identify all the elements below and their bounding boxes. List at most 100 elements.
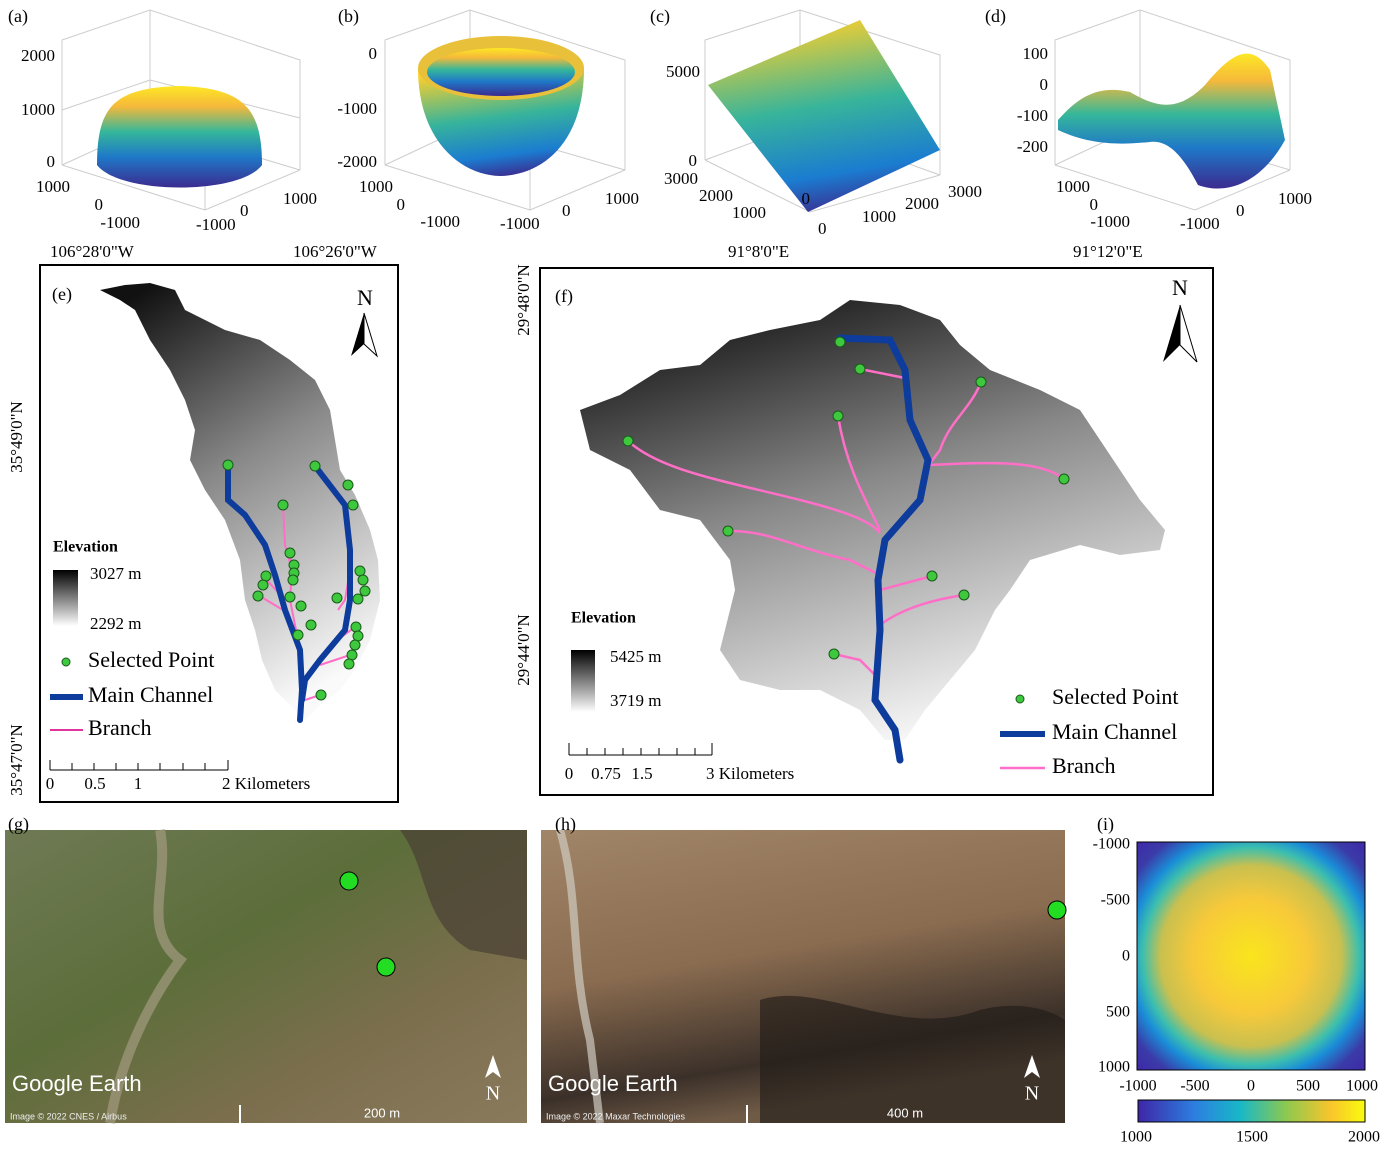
y-tick-label: 0 (1236, 201, 1245, 220)
y-tick-label: 1000 (862, 207, 896, 226)
scale-label: 0.5 (84, 774, 105, 793)
site-g-2 (377, 958, 395, 976)
coord-label: 35°49'0"N (7, 401, 26, 473)
z-tick-label: 0 (689, 151, 698, 170)
y-tick-label: -500 (1101, 892, 1130, 909)
panel-label: (f) (555, 286, 573, 307)
x-tick-label: -1000 (100, 213, 140, 232)
north-arrow-f-outline (1180, 305, 1197, 362)
x-tick-label: -500 (1180, 1078, 1209, 1095)
y-tick-label: 0 (562, 201, 571, 220)
scale-label: 0.75 (591, 764, 621, 783)
legend-item: Selected Point (88, 647, 214, 672)
x-tick-label: -1000 (1090, 212, 1130, 231)
z-tick-label: 5000 (666, 62, 700, 81)
legend-title: Elevation (571, 610, 636, 627)
x-tick-label: 500 (1296, 1078, 1320, 1095)
scale-label: 1.5 (631, 764, 652, 783)
y-tick-label: -1000 (1180, 214, 1220, 233)
north-arrow-e-outline (364, 313, 377, 356)
north-label: N (1025, 1083, 1039, 1105)
legend-title: Elevation (53, 539, 118, 556)
scalebar-f (569, 743, 712, 755)
credit: Image © 2022 Maxar Technologies (546, 1111, 686, 1121)
colorbar (1138, 1100, 1365, 1122)
legend-high: 3027 m (90, 564, 141, 583)
credit: Image © 2022 CNES / Airbus (10, 1111, 127, 1121)
x-tick-label: 0 (95, 195, 104, 214)
site-h (1048, 901, 1066, 919)
z-tick-label: -1000 (337, 99, 377, 118)
legend-ramp-f (571, 650, 595, 712)
scale-label: 200 m (364, 1105, 400, 1120)
scale-label: 400 m (887, 1105, 923, 1120)
legend-item: Main Channel (88, 682, 213, 707)
scale-label: 0 (565, 764, 574, 783)
panel-label: (c) (650, 6, 670, 27)
panel-label: (g) (8, 814, 29, 835)
panel-label: (i) (1097, 814, 1114, 835)
panel-label: (e) (52, 284, 72, 305)
panel-label: (a) (8, 6, 28, 27)
x-tick-label: 0 (1247, 1078, 1255, 1095)
coord-label: 29°48'0"N (514, 264, 533, 336)
legend-low: 2292 m (90, 614, 141, 633)
legend-point-f (1016, 695, 1024, 703)
north-arrow-f (1163, 305, 1180, 362)
scale-label: 3 Kilometers (706, 764, 794, 783)
y-tick-label: 0 (818, 219, 827, 238)
z-tick-label: 0 (47, 152, 56, 171)
x-tick-label: 1000 (1346, 1078, 1378, 1095)
y-tick-label: 2000 (905, 194, 939, 213)
bowl-inner (427, 48, 575, 96)
x-tick-label: 2000 (699, 186, 733, 205)
y-tick-label: 3000 (948, 182, 982, 201)
panel-label: (h) (555, 814, 576, 835)
coord-label: 35°47'0"N (7, 724, 26, 796)
coord-label: 106°28'0"W (50, 242, 135, 261)
y-tick-label: 1000 (1278, 189, 1312, 208)
colorbar-tick-label: 2000 (1348, 1129, 1380, 1146)
colorbar-tick-label: 1500 (1236, 1129, 1268, 1146)
x-tick-label: 1000 (732, 203, 766, 222)
x-tick-label: 0 (802, 189, 811, 208)
scale-label: 0 (46, 774, 55, 793)
x-tick-label: 0 (397, 195, 406, 214)
north-label: N (1172, 275, 1188, 300)
z-tick-label: -100 (1017, 106, 1048, 125)
north-label: N (357, 285, 373, 310)
panel-label: (b) (338, 6, 359, 27)
legend-item: Main Channel (1052, 719, 1177, 744)
colorbar-tick-label: 1000 (1120, 1129, 1152, 1146)
y-tick-label: 0 (240, 201, 249, 220)
plane-surface (708, 20, 940, 212)
scale-label: 2 Kilometers (222, 774, 310, 793)
z-tick-label: 100 (1023, 44, 1049, 63)
scale-label: 1 (134, 774, 143, 793)
coord-label: 106°26'0"W (293, 242, 378, 261)
y-tick-label: 500 (1106, 1004, 1130, 1021)
brand: Google Earth (12, 1071, 142, 1096)
legend-item: Branch (88, 715, 152, 740)
legend-item: Selected Point (1052, 684, 1178, 709)
saddle-surface (1058, 54, 1285, 189)
z-tick-label: -200 (1017, 137, 1048, 156)
y-tick-label: -1000 (196, 215, 236, 234)
z-tick-label: 0 (369, 44, 378, 63)
site-g-1 (340, 872, 358, 890)
coord-label: 91°12'0"E (1073, 242, 1143, 261)
z-tick-label: 0 (1040, 75, 1049, 94)
x-tick-label: 1000 (36, 177, 70, 196)
legend-point-e (62, 658, 70, 666)
x-tick-label: -1000 (1119, 1078, 1156, 1095)
y-tick-label: -1000 (500, 214, 540, 233)
x-tick-label: -1000 (420, 212, 460, 231)
y-tick-label: 1000 (1098, 1059, 1130, 1076)
scalebar-e (50, 760, 228, 770)
z-tick-label: 1000 (21, 100, 55, 119)
x-tick-label: 3000 (664, 169, 698, 188)
y-tick-label: 0 (1122, 948, 1130, 965)
z-tick-label: -2000 (337, 152, 377, 171)
y-tick-label: 1000 (283, 189, 317, 208)
panel-label: (d) (985, 6, 1006, 27)
